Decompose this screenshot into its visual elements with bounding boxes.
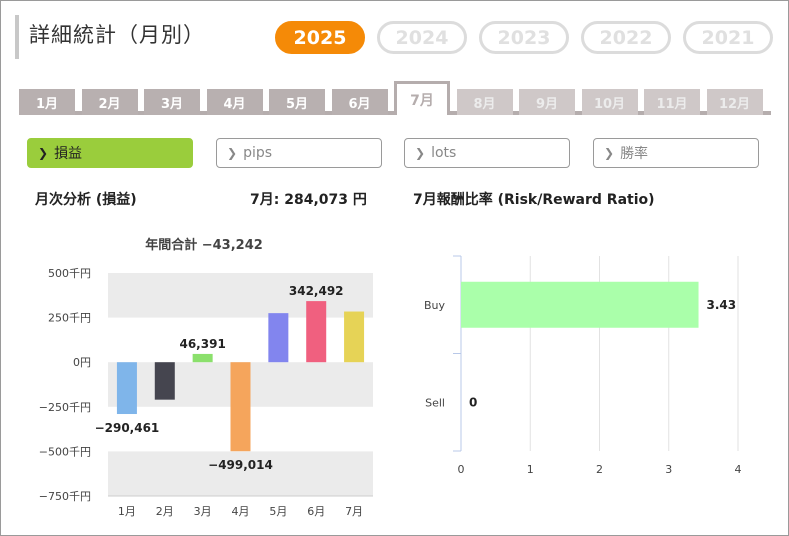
chevron-right-icon: ❯ — [604, 146, 615, 160]
tab-month-11[interactable]: 11月 — [644, 89, 700, 115]
year-button-2025[interactable]: 2025 — [275, 21, 365, 54]
bar-7月 — [344, 311, 365, 363]
chevron-right-icon: ❯ — [227, 146, 238, 160]
x-tick-label: 1 — [527, 463, 534, 476]
y-tick-label: −750千円 — [39, 490, 91, 503]
x-tick-label: 7月 — [345, 505, 363, 518]
tab-month-12[interactable]: 12月 — [706, 89, 763, 115]
tab-month-4[interactable]: 4月 — [206, 89, 263, 115]
grid-band — [108, 451, 373, 496]
x-tick-label: 6月 — [307, 505, 325, 518]
y-tick-label: −250千円 — [39, 401, 91, 414]
tab-month-10[interactable]: 10月 — [581, 89, 638, 115]
month-summary: 7月: 284,073 円 — [250, 189, 367, 209]
year-selector: 2025 2024 2023 2022 2021 — [275, 21, 773, 54]
month-tabs: 1月 2月 3月 4月 5月 6月 7月 8月 9月 10月 11月 12月 — [19, 81, 771, 115]
chevron-right-icon: ❯ — [415, 146, 426, 160]
chevron-right-icon: ❯ — [38, 146, 49, 160]
y-tick-label: 0円 — [73, 356, 91, 369]
tab-month-9[interactable]: 9月 — [519, 89, 575, 115]
title-accent-bar — [15, 15, 19, 59]
data-label: 3.43 — [707, 298, 737, 312]
chart-title: 年間合計 −43,242 — [145, 237, 263, 253]
x-tick-label: 5月 — [269, 505, 287, 518]
metric-label: 損益 — [54, 146, 83, 162]
y-tick-label: 250千円 — [48, 312, 91, 325]
tab-month-6[interactable]: 6月 — [331, 89, 388, 115]
metric-button-1[interactable]: ❯ 損益 — [27, 138, 193, 168]
tab-month-1[interactable]: 1月 — [19, 89, 75, 115]
month-summary-label: 7月: — [250, 192, 280, 208]
monthly-pnl-chart: 年間合計 −43,242 500千円 250千円 0円 −250千円 −500千円 −750… — [39, 237, 373, 518]
data-label: −290,461 — [95, 421, 160, 435]
data-label: 46,391 — [179, 337, 225, 351]
y-tick-label: −500千円 — [39, 445, 91, 458]
metric-button-2[interactable]: ❯ pips — [216, 138, 382, 168]
tab-month-7[interactable]: 7月 — [394, 81, 450, 115]
x-tick-label: 4 — [735, 463, 742, 476]
bar-buy — [461, 281, 699, 328]
year-button-2024[interactable]: 2024 — [377, 21, 467, 54]
x-tick-label: 2 — [596, 463, 603, 476]
year-button-2022[interactable]: 2022 — [581, 21, 671, 54]
metric-button-4[interactable]: ❯ 勝率 — [593, 138, 759, 168]
x-tick-label: 3月 — [194, 505, 212, 518]
year-button-2023[interactable]: 2023 — [479, 21, 569, 54]
x-tick-label: 2月 — [156, 505, 174, 518]
year-button-2021[interactable]: 2021 — [683, 21, 773, 54]
bar-3月 — [192, 353, 213, 363]
page-title: 詳細統計（月別） — [29, 23, 205, 47]
bar-5月 — [268, 313, 289, 363]
month-summary-value: 284,073 円 — [284, 192, 367, 208]
y-tick-label: Buy — [424, 299, 446, 312]
y-tick-label: Sell — [425, 396, 445, 409]
grid-band — [108, 273, 373, 318]
bar-4月 — [230, 362, 251, 452]
tab-month-3[interactable]: 3月 — [144, 89, 200, 115]
metric-label: lots — [431, 145, 457, 161]
x-tick-label: 0 — [458, 463, 465, 476]
x-tick-label: 1月 — [118, 505, 136, 518]
bar-1月 — [116, 362, 137, 415]
tab-month-5[interactable]: 5月 — [269, 89, 325, 115]
data-label: 0 — [469, 395, 477, 409]
metric-button-3[interactable]: ❯ lots — [404, 138, 570, 168]
bar-2月 — [154, 362, 175, 400]
metric-label: pips — [243, 145, 273, 161]
monthly-analysis-title: 月次分析 (損益) — [35, 192, 137, 208]
data-label: 342,492 — [289, 284, 344, 298]
risk-reward-title: 7月報酬比率 (Risk/Reward Ratio) — [413, 192, 655, 208]
metric-label: 勝率 — [620, 146, 649, 162]
x-tick-label: 4月 — [232, 505, 250, 518]
bar-6月 — [306, 301, 327, 363]
tab-month-8[interactable]: 8月 — [456, 89, 513, 115]
y-tick-label: 500千円 — [48, 267, 91, 280]
risk-reward-chart: 0 1 2 3 4 Buy 3.43 Sell 0 — [424, 255, 742, 476]
x-tick-label: 3 — [665, 463, 672, 476]
data-label: −499,014 — [208, 458, 273, 472]
tab-month-2[interactable]: 2月 — [81, 89, 138, 115]
